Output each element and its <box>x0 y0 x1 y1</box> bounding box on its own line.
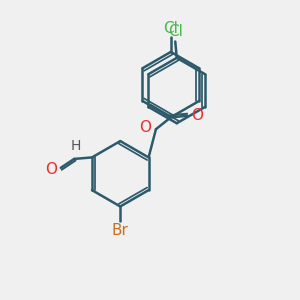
Text: Cl: Cl <box>168 24 183 39</box>
Text: O: O <box>192 108 204 123</box>
Text: O: O <box>140 120 152 135</box>
Text: Br: Br <box>112 223 129 238</box>
Text: Cl: Cl <box>164 21 178 36</box>
Text: O: O <box>45 162 57 177</box>
Text: H: H <box>70 139 81 153</box>
